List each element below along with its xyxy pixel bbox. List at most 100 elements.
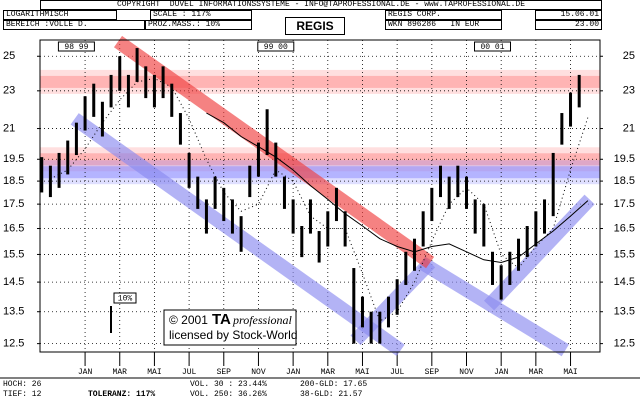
hl-bar (412, 238, 416, 271)
hl-bar (395, 279, 399, 315)
y-tick-label: 17.5 (614, 198, 635, 210)
hl-bar (482, 204, 486, 247)
y-tick-label: 13.5 (614, 306, 635, 318)
hl-bar (352, 268, 356, 344)
year-label: 00 01 (480, 43, 504, 52)
hl-bar (222, 187, 226, 222)
hl-bar (230, 199, 234, 234)
hl-bar (534, 211, 538, 247)
footer-vol30: VOL. 30 : 23.44% (190, 380, 267, 389)
marks (40, 48, 589, 344)
y-tick-label: 17.5 (3, 198, 24, 210)
hl-bar (74, 122, 78, 156)
x-tick-label: MAI (147, 368, 161, 377)
footer-tolerance: TOLERANZ: 117% (88, 390, 156, 399)
hl-bar (109, 74, 113, 108)
x-tick-label: MAI (563, 368, 577, 377)
year-box (257, 41, 295, 52)
y-tick-label: 14.5 (3, 276, 24, 288)
y-tick-label: 23 (3, 85, 15, 97)
trend-band (350, 257, 436, 346)
trend-band (70, 113, 405, 357)
y-tick-label: 25 (623, 50, 635, 62)
year-label: 98 99 (64, 43, 88, 52)
scale: SCALE : 117% (150, 10, 252, 20)
footer-low: TIEF: 12 (3, 390, 42, 399)
x-tick-label: MAR (321, 368, 336, 377)
hl-bar (239, 216, 243, 252)
hl-bar (204, 199, 208, 234)
y-tick-label: 19.5 (3, 153, 24, 165)
hl-bar (430, 187, 434, 222)
date: 15.06.01 (535, 10, 602, 20)
zone-core (40, 166, 600, 179)
hl-bar (282, 176, 286, 209)
footer-vol250: VOL. 250: 36.26% (190, 390, 267, 399)
hl-bar (300, 226, 304, 258)
x-tick-label: JAN (78, 368, 93, 377)
hl-bar (126, 74, 130, 108)
y-tick-label: 16.5 (3, 222, 24, 234)
hl-bar (48, 165, 52, 198)
hl-bar (40, 157, 44, 193)
year-box (474, 41, 512, 52)
trend-band (113, 35, 435, 269)
plot-frame (39, 39, 601, 353)
x-tick-label: MAR (529, 368, 544, 377)
moving-average (206, 112, 589, 264)
hl-bar (66, 140, 70, 175)
x-tick-label: JUL (182, 368, 197, 377)
hl-bar (456, 165, 460, 198)
y-tick-label: 12.5 (614, 338, 635, 350)
hl-bar (543, 199, 547, 234)
y-tick-label: 13.5 (3, 306, 24, 318)
x-tick-label: MAR (113, 368, 128, 377)
x-tick-label: MAI (355, 368, 369, 377)
last-price: 23.00 (535, 20, 602, 30)
hl-bar (369, 311, 373, 344)
hl-bar (248, 165, 252, 198)
year-label: 99 00 (264, 43, 288, 52)
footer-high: HOCH: 26 (3, 380, 42, 389)
y-tick-label: 23 (623, 85, 635, 97)
year-box (57, 41, 95, 52)
hl-bar (360, 296, 364, 328)
hl-bar (170, 83, 174, 117)
watermark-brand: TA (212, 311, 231, 328)
scale-marker: 10% (118, 295, 133, 304)
trend-band (483, 194, 595, 311)
hl-bar (525, 226, 529, 258)
y-tick-label: 18.5 (614, 175, 635, 187)
y-tick-label: 16.5 (614, 222, 635, 234)
copyright: COPYRIGHT DUVEL INFORMATIONSSYSTEME - IN… (40, 0, 602, 10)
y-tick-label: 21 (623, 122, 635, 134)
hl-bar (92, 83, 96, 117)
y-tick-label: 12.5 (3, 338, 24, 350)
chart-title: REGIS (285, 17, 345, 35)
watermark-year: © 2001 (169, 313, 208, 327)
hl-bar (161, 66, 165, 99)
y-tick-label: 19.5 (614, 153, 635, 165)
hl-bar (135, 48, 139, 82)
x-tick-label: JUL (390, 368, 405, 377)
hl-bar (196, 176, 200, 209)
x-tick-label: NOV (251, 368, 266, 377)
zone (40, 69, 600, 94)
hl-bar (517, 238, 521, 271)
watermark-license: licensed by Stock-World (169, 328, 298, 342)
hl-bar (317, 231, 321, 263)
hl-bar (560, 113, 564, 145)
range: BEREICH :VOLLE D. (3, 20, 145, 30)
hl-bar (187, 152, 191, 188)
x-tick-label: SEP (425, 368, 440, 377)
x-tick-label: JAN (494, 368, 509, 377)
footer-gld200: 200-GLD: 17.65 (300, 380, 368, 389)
hl-bar (274, 142, 278, 177)
hl-bar (421, 211, 425, 247)
hl-bar (404, 251, 408, 285)
trends (70, 35, 595, 357)
hl-bar (577, 74, 581, 108)
percent: PROZ.MASS.: 10% (145, 20, 252, 30)
